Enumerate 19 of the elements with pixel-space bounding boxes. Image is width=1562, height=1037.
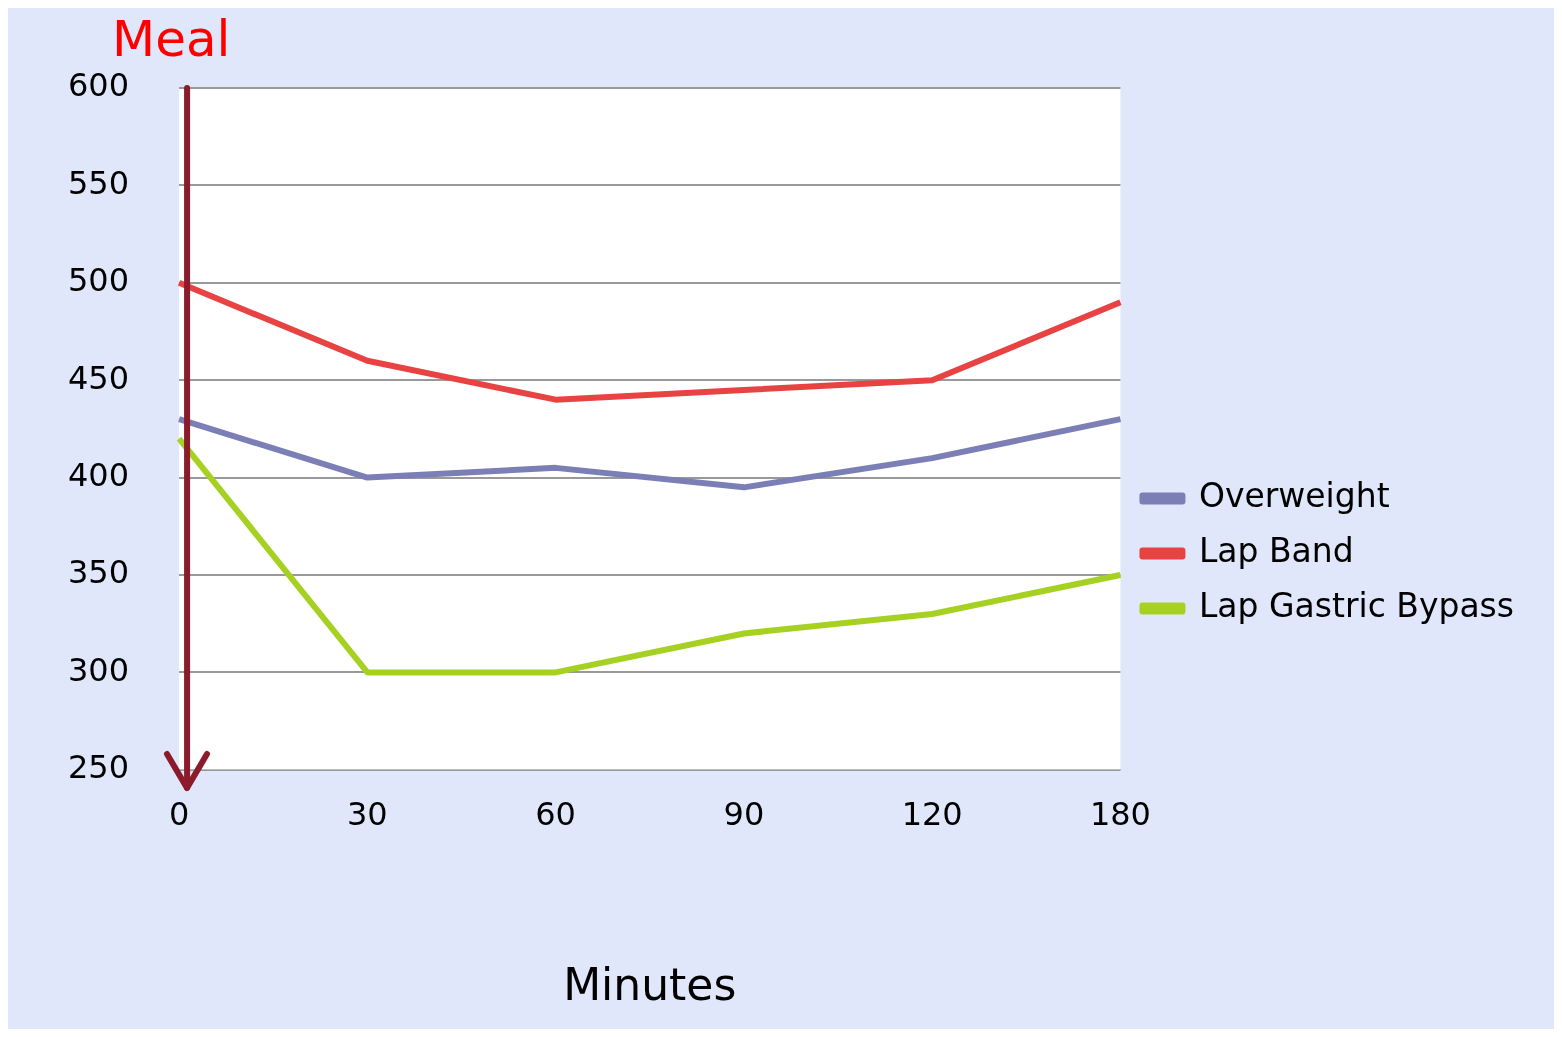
- y-tick-label: 400: [68, 455, 130, 494]
- y-tick-label: 500: [68, 261, 130, 300]
- x-tick-label: 90: [723, 795, 765, 834]
- x-axis-title: Minutes: [563, 959, 737, 1011]
- y-tick-label: 600: [68, 66, 130, 105]
- ref-line-label: Meal: [112, 9, 231, 68]
- y-tick-label: 550: [68, 163, 130, 202]
- y-tick-label: 300: [68, 650, 130, 689]
- x-tick-label: 180: [1089, 795, 1151, 834]
- y-tick-label: 250: [68, 748, 130, 787]
- y-tick-label: 450: [68, 358, 130, 397]
- y-tick-label: 350: [68, 553, 130, 592]
- x-tick-label: 30: [346, 795, 388, 834]
- x-tick-label: 120: [901, 795, 963, 834]
- legend-label: Overweight: [1198, 476, 1390, 516]
- legend-label: Lap Band: [1198, 531, 1354, 571]
- x-tick-label: 60: [535, 795, 576, 834]
- x-tick-label: 0: [168, 795, 190, 834]
- legend-label: Lap Gastric Bypass: [1198, 586, 1515, 626]
